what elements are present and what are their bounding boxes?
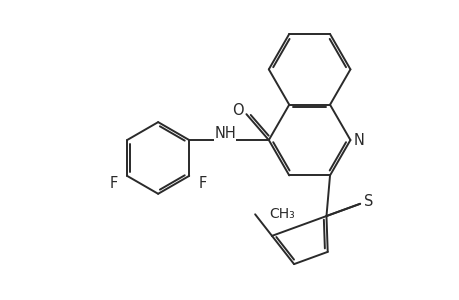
Text: S: S xyxy=(364,194,373,209)
Text: O: O xyxy=(231,103,243,118)
Text: N: N xyxy=(353,133,364,148)
Text: F: F xyxy=(198,176,207,191)
Text: CH₃: CH₃ xyxy=(269,207,294,221)
Text: NH: NH xyxy=(214,126,235,141)
Text: F: F xyxy=(109,176,117,191)
